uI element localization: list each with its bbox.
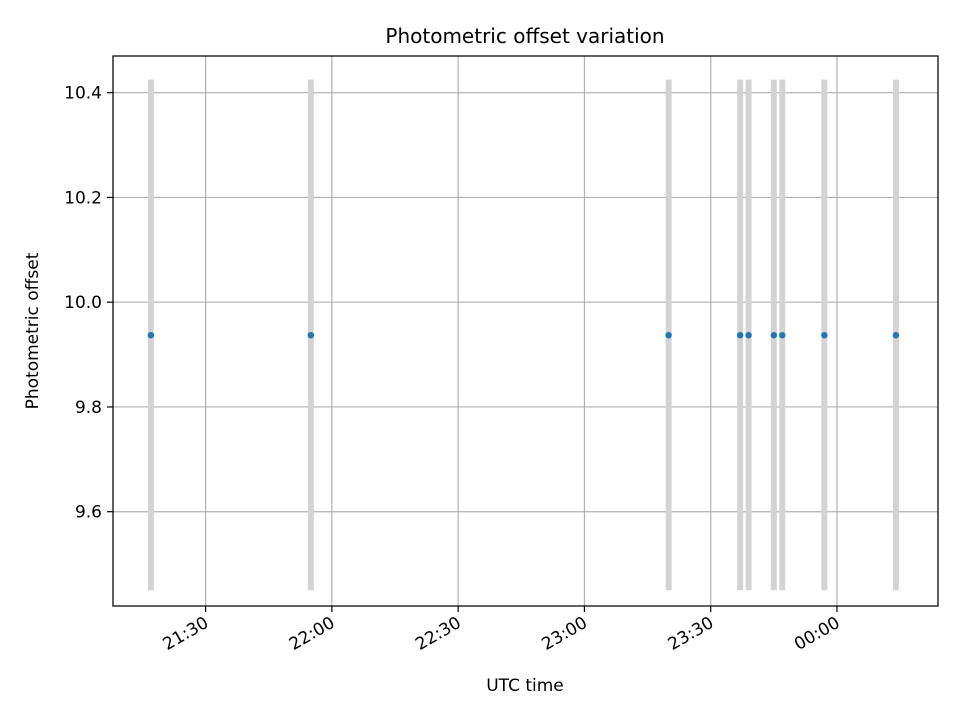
x-axis-label: UTC time: [486, 676, 564, 696]
data-point: [892, 331, 900, 339]
data-point: [147, 331, 155, 339]
data-points: [147, 331, 900, 339]
data-point: [770, 331, 778, 339]
y-axis-ticks: 9.6 9.8 10.0 10.2 10.4: [64, 84, 113, 523]
plot-frame: [112, 55, 939, 607]
data-point: [821, 331, 828, 339]
chart-title: Photometric offset variation: [385, 24, 664, 48]
y-tick-label: 10.4: [64, 84, 102, 104]
y-tick-label: 10.0: [64, 293, 102, 313]
y-tick-label: 9.8: [75, 398, 102, 418]
y-tick-label: 10.2: [64, 188, 102, 208]
grid: [113, 56, 938, 606]
plot-background: [113, 56, 938, 606]
y-tick-label: 9.6: [75, 503, 102, 523]
y-axis-label: Photometric offset: [23, 252, 43, 409]
data-point: [779, 331, 786, 339]
data-point: [665, 331, 672, 339]
data-point: [736, 331, 744, 339]
data-point: [307, 331, 315, 339]
data-point: [745, 331, 752, 339]
